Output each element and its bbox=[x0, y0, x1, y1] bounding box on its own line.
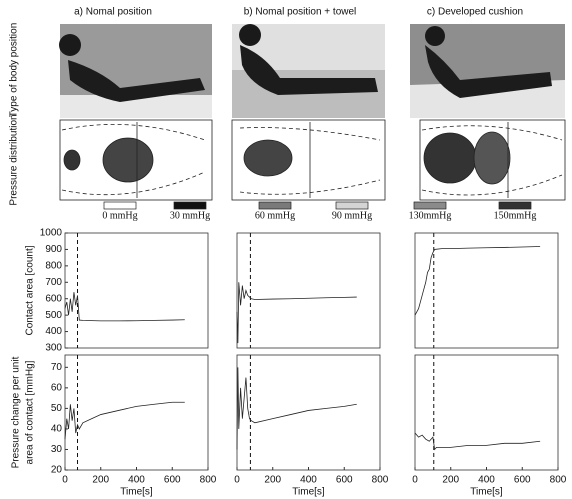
x-tick-label: 200 bbox=[264, 475, 281, 486]
x-tick-label: 800 bbox=[372, 475, 389, 486]
x-tick-label: 0 bbox=[62, 475, 68, 486]
scale-swatch bbox=[336, 202, 368, 209]
column-title: a) Nomal position bbox=[74, 7, 152, 18]
blob bbox=[474, 132, 510, 184]
x-tick-label: 600 bbox=[336, 475, 353, 486]
x-tick-label: 200 bbox=[442, 475, 459, 486]
plot-frame bbox=[415, 355, 558, 470]
column-title: c) Developed cushion bbox=[427, 7, 523, 18]
y-axis-label: area of contact [mmHg] bbox=[25, 360, 36, 464]
column-title: b) Nomal position + towel bbox=[244, 7, 357, 18]
y-tick-label: 700 bbox=[45, 277, 62, 288]
scale-label: 60 mmHg bbox=[255, 210, 295, 221]
y-tick-label: 900 bbox=[45, 244, 62, 255]
scale-swatch bbox=[499, 202, 531, 209]
blob bbox=[424, 133, 476, 183]
y-tick-label: 400 bbox=[45, 326, 62, 337]
y-axis-label: Pressure change per unit bbox=[11, 356, 22, 468]
blob bbox=[244, 140, 292, 176]
y-tick-label: 600 bbox=[45, 293, 62, 304]
figure: a) Nomal position b) Nomal position + tow… bbox=[0, 0, 572, 499]
scale-label: 90 mmHg bbox=[332, 210, 372, 221]
row-label: Pressure distribution bbox=[9, 114, 20, 205]
x-axis-label: Time[s] bbox=[120, 487, 153, 498]
x-tick-label: 400 bbox=[300, 475, 317, 486]
plot-frame bbox=[237, 355, 380, 470]
y-tick-label: 20 bbox=[51, 465, 63, 476]
x-tick-label: 0 bbox=[234, 475, 240, 486]
y-tick-label: 300 bbox=[45, 343, 62, 354]
y-tick-label: 30 bbox=[51, 444, 63, 455]
x-tick-label: 0 bbox=[412, 475, 418, 486]
series-line bbox=[237, 367, 357, 449]
scale-label: 0 mmHg bbox=[102, 210, 137, 221]
x-tick-label: 800 bbox=[200, 475, 217, 486]
x-tick-label: 800 bbox=[550, 475, 567, 486]
series-line bbox=[65, 292, 185, 321]
x-tick-label: 200 bbox=[92, 475, 109, 486]
scale-swatch bbox=[174, 202, 206, 209]
series-line bbox=[65, 402, 185, 439]
blob bbox=[103, 138, 153, 182]
y-tick-label: 40 bbox=[51, 424, 63, 435]
plot-frame bbox=[65, 355, 208, 470]
head bbox=[239, 24, 261, 46]
photos bbox=[59, 24, 565, 118]
plot-frame bbox=[65, 233, 208, 348]
y-axis-label: Contact area [count] bbox=[25, 245, 36, 335]
scale-label: 130mmHg bbox=[409, 210, 452, 221]
x-tick-label: 400 bbox=[128, 475, 145, 486]
scale-label: 30 mmHg bbox=[170, 210, 210, 221]
y-tick-label: 60 bbox=[51, 382, 63, 393]
scale-label: 150mmHg bbox=[494, 210, 537, 221]
y-tick-label: 70 bbox=[51, 362, 63, 373]
scale-swatch bbox=[259, 202, 291, 209]
x-axis-label: Time[s] bbox=[292, 487, 325, 498]
head bbox=[425, 26, 445, 46]
plot-frame bbox=[415, 233, 558, 348]
series-line bbox=[237, 282, 357, 343]
pressure-maps bbox=[60, 120, 565, 200]
blob bbox=[64, 150, 80, 170]
plot-frame bbox=[237, 233, 380, 348]
scale-swatch bbox=[104, 202, 136, 209]
y-tick-label: 800 bbox=[45, 260, 62, 271]
head bbox=[59, 34, 81, 56]
y-tick-label: 1000 bbox=[40, 228, 63, 239]
y-tick-label: 50 bbox=[51, 403, 63, 414]
x-tick-label: 600 bbox=[514, 475, 531, 486]
scale-swatch bbox=[414, 202, 446, 209]
x-axis-label: Time[s] bbox=[470, 487, 503, 498]
x-tick-label: 400 bbox=[478, 475, 495, 486]
row-label: Type of body position bbox=[9, 23, 20, 118]
y-tick-label: 500 bbox=[45, 310, 62, 321]
x-tick-label: 600 bbox=[164, 475, 181, 486]
